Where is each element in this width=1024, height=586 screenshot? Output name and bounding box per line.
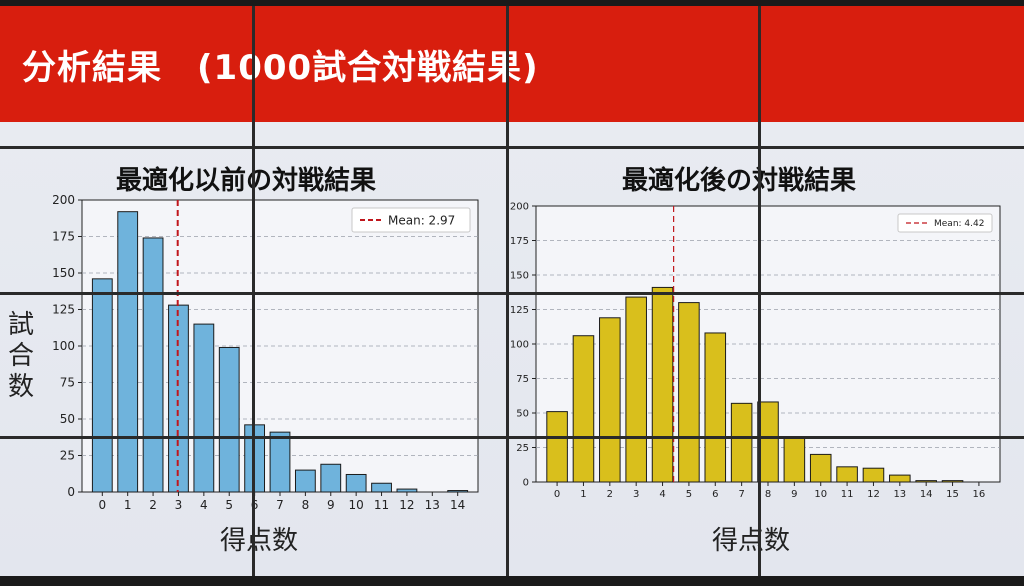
right-x-tick-label: 4 — [659, 489, 665, 500]
right-y-tick-label: 200 — [510, 202, 529, 213]
left-bar — [218, 346, 240, 493]
right-x-tick-label: 13 — [893, 489, 906, 500]
page-title: 分析結果 (1000試合対戦結果) — [22, 48, 539, 88]
right-bar — [546, 411, 568, 483]
left-x-tick-label: 14 — [450, 498, 465, 512]
left-x-tick-label: 8 — [302, 498, 310, 512]
left-y-tick-label: 150 — [52, 266, 75, 280]
right-x-tick-label: 2 — [607, 489, 613, 500]
right-y-tick-label: 0 — [523, 478, 529, 489]
right-bar — [809, 453, 832, 483]
right-bar — [599, 317, 621, 483]
title-banner: 分析結果 (1000試合対戦結果) — [0, 6, 1024, 122]
left-x-tick-label: 12 — [399, 498, 414, 512]
right-x-tick-label: 3 — [633, 489, 639, 500]
right-x-tick-label: 12 — [867, 489, 880, 500]
right-bar — [651, 286, 674, 483]
left-y-tick-label: 100 — [52, 339, 75, 353]
right-y-tick-label: 75 — [516, 374, 529, 385]
right-bar — [625, 296, 647, 483]
left-bar — [142, 237, 164, 493]
right-bar — [783, 437, 806, 483]
right-chart-title: 最適化後の対戦結果 — [622, 166, 857, 196]
right-bar — [915, 480, 937, 483]
left-bar-chart: 0255075100125150175200012345678910111213… — [52, 193, 479, 512]
left-y-tick-label: 125 — [52, 303, 75, 317]
bezel-vertical-1 — [252, 6, 255, 576]
bezel-horizontal-3 — [0, 436, 1024, 439]
right-legend-label: Mean: 4.42 — [934, 219, 984, 229]
right-x-tick-label: 11 — [841, 489, 854, 500]
right-bar — [889, 474, 911, 483]
right-x-tick-label: 6 — [712, 489, 718, 500]
right-x-tick-label: 9 — [791, 489, 797, 500]
left-x-tick-label: 5 — [225, 498, 233, 512]
bezel-horizontal-2 — [0, 292, 1024, 295]
left-x-tick-label: 4 — [200, 498, 208, 512]
right-x-tick-label: 0 — [554, 489, 560, 500]
right-x-tick-label: 14 — [920, 489, 933, 500]
left-y-tick-label: 200 — [52, 193, 75, 207]
right-bar — [730, 402, 753, 483]
right-bar — [678, 302, 700, 483]
left-x-tick-label: 0 — [98, 498, 106, 512]
left-bar — [371, 482, 392, 493]
left-y-axis-label: 試合数 — [6, 310, 36, 403]
right-y-tick-label: 25 — [516, 443, 529, 454]
left-y-tick-label: 50 — [60, 412, 75, 426]
left-bar — [294, 469, 316, 493]
right-x-axis-label: 得点数 — [712, 526, 791, 556]
left-bar — [396, 488, 418, 493]
left-x-tick-label: 1 — [124, 498, 132, 512]
left-x-tick-label: 3 — [175, 498, 183, 512]
left-bar — [193, 323, 215, 493]
left-bar — [345, 473, 367, 493]
right-bar — [862, 467, 885, 483]
left-x-tick-label: 10 — [349, 498, 364, 512]
right-x-tick-label: 16 — [973, 489, 986, 500]
right-y-tick-label: 175 — [510, 236, 529, 247]
right-x-tick-label: 15 — [946, 489, 959, 500]
bezel-horizontal-1 — [0, 146, 1024, 149]
bezel-vertical-3 — [758, 6, 761, 576]
right-bar — [572, 335, 595, 483]
left-x-tick-label: 9 — [327, 498, 335, 512]
right-y-tick-label: 50 — [516, 409, 529, 420]
left-y-axis-label-text: 試合数 — [7, 310, 34, 402]
left-y-tick-label: 0 — [67, 485, 75, 499]
right-y-tick-label: 100 — [510, 340, 529, 351]
right-x-tick-label: 10 — [814, 489, 827, 500]
right-legend — [897, 213, 993, 233]
right-x-tick-label: 8 — [765, 489, 771, 500]
left-y-tick-label: 75 — [60, 376, 75, 390]
left-legend — [351, 207, 471, 233]
left-legend-label: Mean: 2.97 — [388, 213, 455, 227]
left-x-axis-label: 得点数 — [220, 526, 299, 556]
left-bar — [447, 490, 469, 493]
right-bar — [836, 466, 858, 483]
left-x-tick-label: 11 — [374, 498, 389, 512]
left-x-tick-label: 7 — [276, 498, 284, 512]
left-x-tick-label: 13 — [425, 498, 440, 512]
right-x-tick-label: 1 — [580, 489, 586, 500]
left-y-tick-label: 25 — [60, 449, 75, 463]
video-wall-screen: 分析結果 (1000試合対戦結果) 最適化以前の対戦結果 試合数 0 25 50 75… — [0, 6, 1024, 576]
left-x-tick-label: 2 — [149, 498, 157, 512]
results-area: 最適化以前の対戦結果 試合数 0 25 50 75 100 125 150 175 200 0 1 2… — [0, 122, 1024, 576]
left-bar — [117, 211, 139, 493]
right-y-tick-label: 125 — [510, 305, 529, 316]
right-x-tick-label: 5 — [686, 489, 692, 500]
right-y-tick-label: 150 — [510, 271, 529, 282]
left-bar — [269, 431, 291, 493]
right-x-tick-label: 7 — [738, 489, 744, 500]
left-chart-title: 最適化以前の対戦結果 — [116, 166, 377, 196]
right-bar — [704, 332, 727, 483]
bezel-vertical-2 — [506, 6, 509, 576]
left-bar — [320, 463, 342, 493]
left-y-tick-label: 175 — [52, 230, 75, 244]
left-bar — [91, 278, 113, 493]
right-bar — [941, 480, 964, 483]
